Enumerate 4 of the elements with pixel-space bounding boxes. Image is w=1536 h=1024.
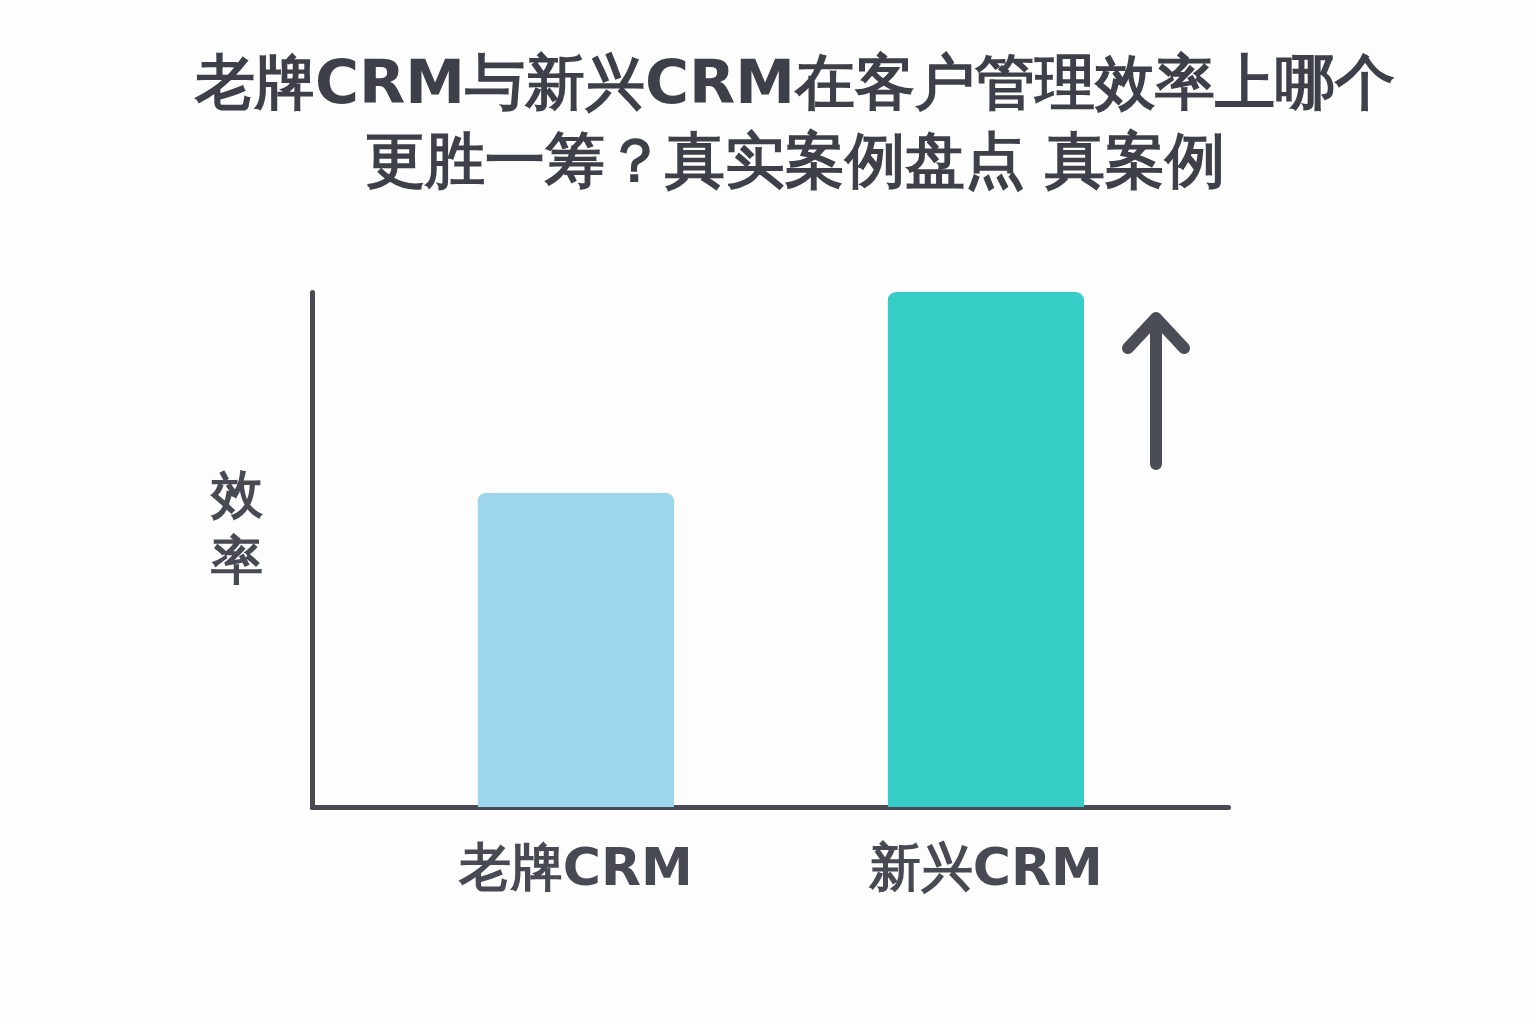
y-axis-title: 效率	[208, 463, 264, 590]
x-tick-label: 新兴CRM	[867, 836, 1103, 897]
x-tick-label: 老牌CRM	[457, 836, 693, 897]
chart-title: 老牌CRM与新兴CRM在客户管理效率上哪个更胜一筹？真实案例盘点 真案例	[194, 47, 1395, 195]
